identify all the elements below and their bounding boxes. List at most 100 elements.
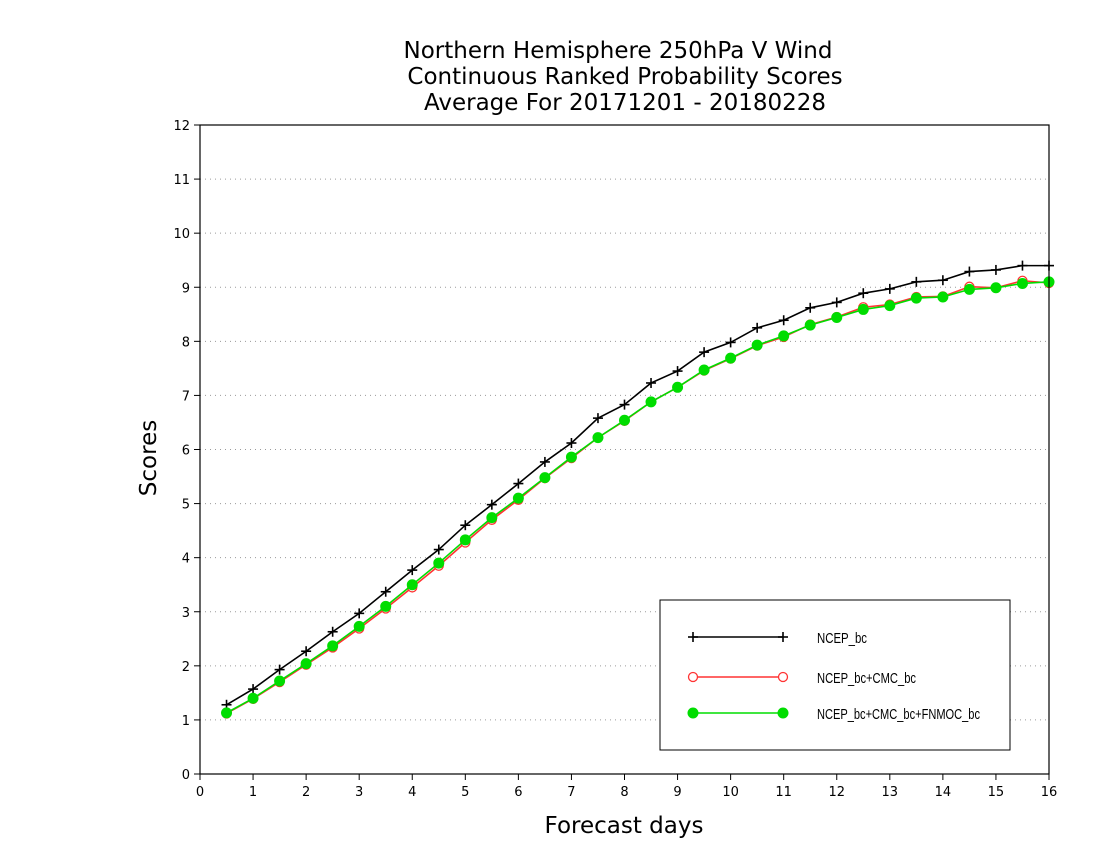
x-tick-label: 15 [988, 785, 1005, 800]
data-point [805, 302, 816, 313]
data-point [672, 381, 684, 393]
data-point [937, 291, 949, 303]
legend-label: NCEP_bc [817, 630, 867, 647]
x-tick-label: 12 [828, 785, 845, 800]
data-point [857, 303, 869, 315]
x-tick-label: 13 [882, 785, 899, 800]
data-point [300, 658, 312, 670]
data-point [990, 264, 1001, 275]
data-point [407, 565, 418, 576]
y-tick-label: 10 [173, 227, 190, 242]
y-tick-label: 0 [182, 768, 190, 783]
x-tick-label: 3 [355, 785, 363, 800]
data-point [619, 414, 630, 426]
data-point [247, 692, 259, 704]
data-point [699, 347, 710, 358]
y-tick-label: 3 [182, 606, 190, 621]
data-point [513, 478, 524, 489]
legend-label: NCEP_bc+CMC_bc+FNMOC_bc [817, 706, 980, 723]
y-tick-label: 12 [173, 119, 190, 134]
chart-title-line-1: Northern Hemisphere 250hPa V Wind [404, 38, 833, 64]
data-point [380, 600, 392, 612]
data-point [274, 675, 286, 687]
data-point [911, 276, 922, 287]
data-point [698, 364, 710, 376]
data-point [858, 288, 869, 299]
data-point [592, 432, 604, 444]
data-point [406, 579, 418, 591]
x-tick-label: 4 [408, 785, 416, 800]
x-axis-title: Forecast days [545, 813, 704, 839]
y-tick-label: 9 [182, 281, 190, 296]
data-point [619, 399, 630, 410]
data-point [964, 266, 975, 277]
x-tick-label: 9 [673, 785, 681, 800]
data-point [1016, 277, 1028, 289]
series-1 [221, 260, 1054, 710]
data-point [910, 292, 922, 304]
data-point [725, 352, 737, 364]
y-tick-label: 11 [173, 173, 190, 188]
x-tick-label: 0 [196, 785, 204, 800]
legend-marker [687, 707, 699, 719]
legend-item: NCEP_bc [688, 630, 867, 647]
data-point [751, 339, 763, 351]
data-point [804, 319, 816, 331]
x-tick-label: 7 [567, 785, 575, 800]
chart-title-line-2: Continuous Ranked Probability Scores [407, 64, 842, 90]
legend-label: NCEP_bc+CMC_bc [817, 670, 916, 687]
y-axis-title: Scores [136, 420, 162, 496]
data-point [354, 608, 365, 619]
y-tick-label: 1 [182, 714, 190, 729]
legend-box [659, 599, 1011, 751]
x-tick-label: 16 [1041, 785, 1058, 800]
data-point [353, 620, 365, 632]
data-point [884, 283, 895, 294]
data-point [1017, 260, 1028, 271]
x-tick-label: 14 [935, 785, 952, 800]
data-point [752, 322, 763, 333]
data-point [831, 312, 843, 324]
data-point [539, 456, 550, 467]
data-point [725, 337, 736, 348]
y-tick-label: 7 [182, 389, 190, 404]
data-point [672, 366, 683, 377]
data-point [248, 684, 259, 695]
x-tick-label: 2 [302, 785, 310, 800]
series-3 [221, 276, 1055, 719]
series-layer [221, 260, 1055, 719]
data-point [327, 626, 338, 637]
legend: NCEP_bc NCEP_bc+CMC_bc NCEP_bc+CMC_bc+FNMO… [659, 599, 1011, 751]
data-point [486, 512, 498, 524]
y-tick-label: 2 [182, 660, 190, 675]
x-tick-label: 6 [514, 785, 522, 800]
legend-item: NCEP_bc+CMC_bc [687, 670, 916, 687]
x-tick-label: 1 [249, 785, 257, 800]
data-point [301, 646, 312, 657]
data-point [565, 451, 577, 463]
series-line [226, 264, 1049, 706]
data-point [512, 492, 524, 504]
data-point [486, 499, 497, 510]
data-point [380, 586, 391, 597]
legend-marker [688, 632, 698, 642]
data-point [831, 297, 842, 308]
data-point [433, 544, 444, 555]
data-point [460, 520, 471, 531]
y-tick-label: 5 [182, 498, 190, 513]
x-tick-label: 8 [620, 785, 628, 800]
legend-marker [777, 707, 789, 719]
data-point [539, 472, 551, 484]
y-tick-label: 4 [182, 552, 190, 567]
data-point [645, 396, 657, 408]
legend-marker [778, 632, 788, 642]
x-tick-label: 10 [722, 785, 739, 800]
data-point [221, 707, 233, 719]
legend-item: NCEP_bc+CMC_bc+FNMOC_bc [687, 706, 980, 723]
data-point [566, 438, 577, 449]
data-point [990, 282, 1002, 294]
legend-marker [777, 671, 789, 683]
data-point [459, 534, 471, 546]
data-point [433, 557, 445, 569]
